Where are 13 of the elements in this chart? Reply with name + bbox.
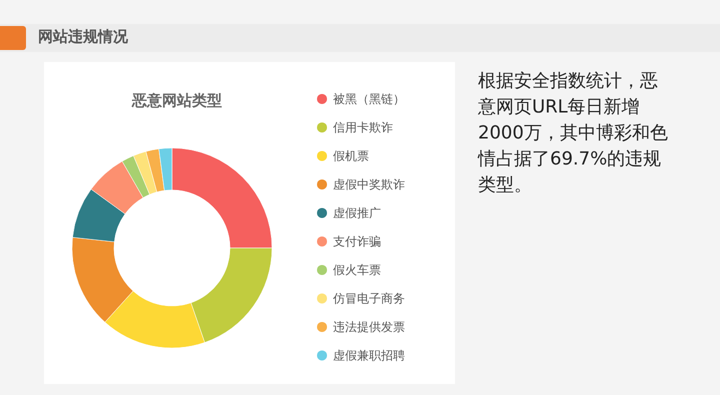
legend-label: 虚假兼职招聘 [333,348,405,362]
legend-label: 虚假中奖欺诈 [333,178,405,192]
legend-label: 支付诈骗 [333,234,381,248]
chart-title: 恶意网站类型 [131,92,222,110]
legend-label: 违法提供发票 [333,320,405,334]
legend-label: 仿冒电子商务 [332,292,405,306]
legend-label: 信用卡欺诈 [333,120,393,134]
legend-label: 被黑（黑链） [333,92,405,106]
text: 网站违规情况 [38,28,129,46]
legend-label: 假机票 [333,149,369,163]
text: 根据安全指数统计，恶意网页URL每日新增2000万，其中博彩和色情占据了69.7%的违规类型。 [477,70,668,196]
legend-label: 虚假推广 [333,206,381,220]
legend-label: 假火车票 [333,263,381,277]
